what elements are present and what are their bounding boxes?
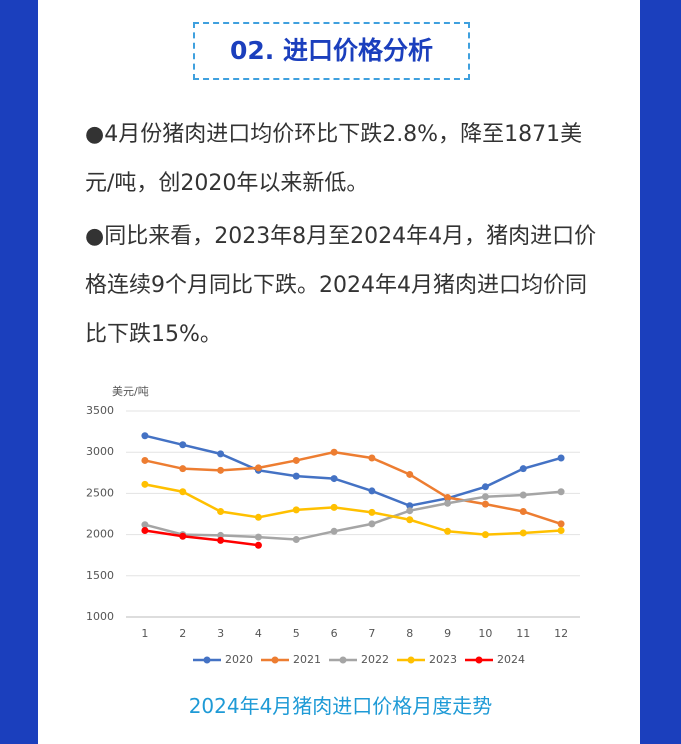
y-tick-label: 1000 — [86, 610, 114, 623]
point — [292, 506, 300, 514]
series-line — [144, 490, 562, 541]
point — [330, 527, 338, 535]
x-tick-label: 1 — [141, 627, 148, 640]
point — [179, 441, 187, 449]
point — [406, 470, 414, 478]
x-tick-label: 11 — [516, 627, 530, 640]
point — [481, 500, 489, 508]
y-tick-label: 3000 — [86, 445, 114, 458]
point — [254, 533, 262, 541]
y-axis-label: 美元/吨 — [112, 385, 149, 398]
point — [179, 532, 187, 540]
x-tick-label: 4 — [255, 627, 262, 640]
point — [557, 454, 565, 462]
side-band — [640, 0, 681, 744]
point — [217, 508, 225, 516]
x-tick-label: 3 — [217, 627, 224, 640]
point — [557, 520, 565, 528]
point — [141, 456, 149, 464]
legend-marker — [271, 656, 279, 664]
point — [557, 526, 565, 534]
point — [368, 454, 376, 462]
point — [406, 516, 414, 524]
point — [217, 536, 225, 544]
point — [406, 507, 414, 515]
point — [179, 465, 187, 473]
point — [254, 464, 262, 472]
point — [141, 526, 149, 534]
x-tick-label: 12 — [554, 627, 568, 640]
legend-label: 2020 — [225, 653, 253, 666]
point — [368, 508, 376, 516]
legend-marker — [407, 656, 415, 664]
point — [330, 448, 338, 456]
legend-marker — [339, 656, 347, 664]
point — [406, 502, 414, 510]
x-tick-label: 8 — [406, 627, 413, 640]
point — [444, 494, 452, 502]
point — [292, 472, 300, 480]
section-title: 02. 进口价格分析 — [193, 22, 470, 80]
point — [368, 487, 376, 495]
point — [254, 541, 262, 549]
point — [217, 531, 225, 539]
point — [519, 508, 527, 516]
legend-label: 2023 — [429, 653, 457, 666]
point — [292, 536, 300, 544]
point — [444, 527, 452, 535]
legend-label: 2021 — [293, 653, 321, 666]
point — [141, 521, 149, 529]
point — [254, 513, 262, 521]
point — [217, 450, 225, 458]
point — [217, 466, 225, 474]
y-tick-label: 2000 — [86, 528, 114, 541]
side-band — [0, 0, 38, 744]
series-line — [144, 450, 562, 526]
legend-marker — [475, 656, 483, 664]
point — [519, 529, 527, 537]
point — [292, 456, 300, 464]
point — [141, 432, 149, 440]
point — [330, 503, 338, 511]
point — [481, 531, 489, 539]
legend-marker — [203, 656, 211, 664]
series-line — [144, 483, 562, 536]
point — [368, 520, 376, 528]
x-tick-label: 6 — [331, 627, 338, 640]
y-tick-label: 3500 — [86, 404, 114, 417]
point — [519, 465, 527, 473]
paragraph: ●4月份猪肉进口均价环比下跌2.8%，降至1871美元/吨，创2020年以来新低… — [85, 122, 583, 196]
point — [481, 493, 489, 501]
y-tick-label: 2500 — [86, 486, 114, 499]
point — [330, 475, 338, 483]
y-tick-label: 1500 — [86, 569, 114, 582]
x-tick-label: 7 — [368, 627, 375, 640]
point — [557, 488, 565, 496]
point — [519, 491, 527, 499]
legend-label: 2024 — [497, 653, 525, 666]
paragraph: ●同比来看，2023年8月至2024年4月，猪肉进口价格连续9个月同比下跌。20… — [85, 224, 597, 347]
legend-label: 2022 — [361, 653, 389, 666]
caption: 2024年4月猪肉进口价格月度走势 — [188, 694, 493, 718]
x-tick-label: 2 — [179, 627, 186, 640]
series-line — [144, 529, 259, 547]
point — [481, 483, 489, 491]
point — [141, 480, 149, 488]
x-tick-label: 9 — [444, 627, 451, 640]
series-line — [144, 434, 562, 508]
x-tick-label: 10 — [478, 627, 492, 640]
x-tick-label: 5 — [293, 627, 300, 640]
point — [444, 499, 452, 507]
point — [179, 488, 187, 496]
